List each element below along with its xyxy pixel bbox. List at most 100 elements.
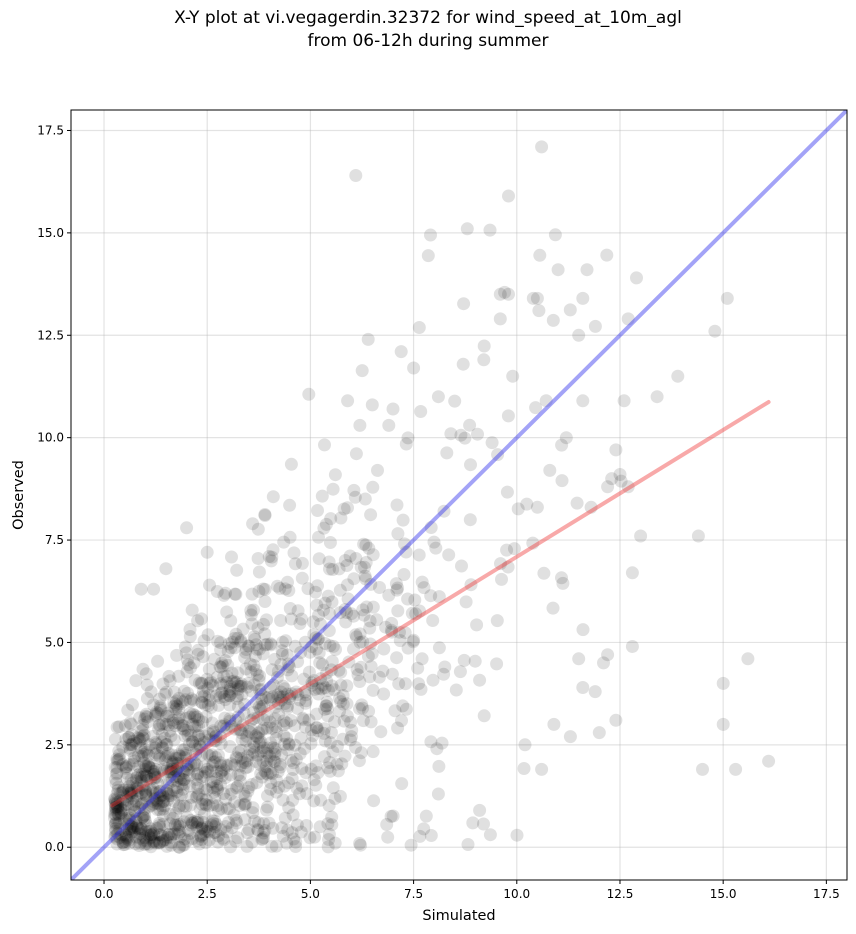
data-point [119, 829, 133, 843]
data-point [171, 712, 185, 726]
data-point [187, 656, 201, 670]
data-point [173, 799, 187, 813]
data-point [256, 699, 270, 713]
data-point [156, 795, 170, 809]
data-point [287, 546, 301, 560]
data-point [142, 800, 156, 814]
data-point [168, 818, 182, 832]
data-point [147, 768, 161, 782]
data-point [500, 543, 514, 557]
data-point [212, 803, 225, 817]
data-point [203, 694, 217, 707]
data-point [119, 830, 133, 844]
data-point [121, 797, 135, 811]
data-point [238, 651, 252, 665]
data-point [156, 817, 170, 831]
data-point [385, 616, 399, 630]
data-point [137, 811, 151, 825]
data-point [156, 802, 170, 816]
data-point [144, 828, 158, 842]
data-point [228, 631, 241, 645]
data-point [113, 794, 127, 807]
data-point [210, 799, 224, 813]
data-point [172, 789, 186, 803]
data-point [208, 826, 222, 839]
data-point [204, 700, 218, 714]
data-point [258, 764, 272, 778]
data-point [240, 680, 254, 694]
data-point [139, 667, 153, 681]
data-point [214, 823, 228, 837]
data-point [305, 678, 319, 692]
data-point [457, 297, 471, 311]
data-point [193, 732, 207, 746]
data-point [303, 645, 317, 659]
data-point [317, 726, 331, 740]
data-point [253, 736, 266, 750]
y-tick-label: 15.0 [37, 226, 64, 240]
data-point [190, 758, 204, 772]
x-tick-label: 15.0 [710, 887, 737, 901]
data-point [286, 756, 300, 770]
data-point [365, 647, 379, 661]
data-point [473, 803, 487, 817]
data-point [356, 714, 370, 728]
data-point [281, 663, 295, 677]
data-point [347, 572, 361, 586]
data-point [108, 732, 122, 746]
data-point [634, 529, 648, 543]
data-point [353, 635, 367, 649]
data-point [124, 785, 138, 799]
data-point [134, 770, 148, 784]
data-point [177, 777, 191, 791]
data-point [157, 790, 170, 804]
x-tick-label: 5.0 [301, 887, 320, 901]
data-point [175, 777, 189, 791]
data-point [259, 760, 273, 774]
data-point [483, 828, 497, 842]
data-point [271, 670, 284, 684]
data-point [111, 807, 125, 821]
data-point [261, 767, 275, 781]
data-point [431, 787, 445, 801]
data-point [255, 770, 269, 784]
data-point [116, 740, 130, 754]
data-point [270, 785, 283, 799]
data-point [381, 830, 395, 844]
data-point [153, 752, 167, 766]
data-point [271, 690, 285, 704]
data-point [137, 747, 151, 761]
data-point [421, 249, 435, 263]
data-point [269, 720, 283, 733]
data-point [243, 657, 257, 671]
data-point [122, 811, 136, 825]
data-point [138, 768, 152, 782]
data-point [258, 582, 272, 596]
data-point [152, 797, 165, 811]
data-point [116, 795, 130, 809]
data-point [148, 741, 162, 755]
x-tick-label: 2.5 [198, 887, 217, 901]
data-point [264, 554, 278, 568]
data-point [229, 713, 243, 727]
data-point [274, 760, 287, 774]
data-point [159, 685, 173, 699]
data-point [252, 700, 266, 714]
data-point [231, 710, 245, 724]
data-point [413, 829, 427, 843]
data-point [148, 834, 161, 848]
data-point [398, 626, 412, 640]
data-point [195, 612, 208, 626]
data-point [274, 693, 288, 707]
data-point [197, 769, 211, 783]
data-point [293, 787, 307, 801]
data-point [108, 824, 122, 838]
data-point [251, 823, 265, 836]
data-point [138, 838, 152, 851]
data-point [326, 745, 340, 759]
data-point [268, 742, 282, 756]
data-point [140, 745, 154, 759]
data-point [520, 497, 534, 511]
data-point [135, 796, 149, 810]
data-point [278, 779, 291, 793]
